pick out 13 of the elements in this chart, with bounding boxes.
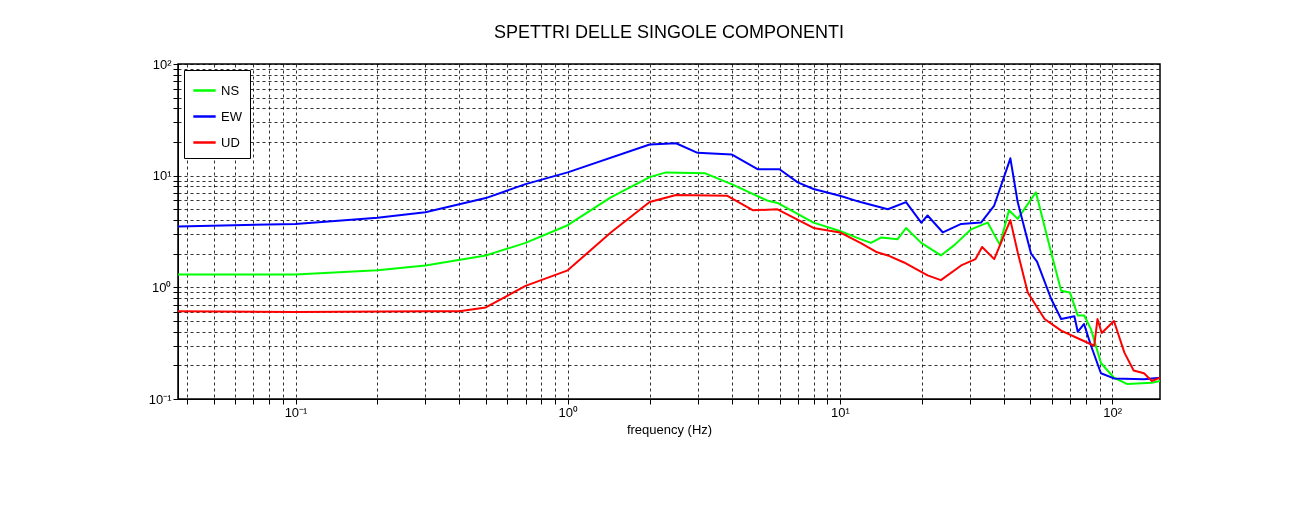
x-tick-label: 10⁻¹ — [284, 404, 309, 420]
x-tick-label: 10¹ — [830, 404, 851, 420]
y-tick-label: 10¹ — [152, 168, 173, 184]
legend-label: UD — [221, 134, 240, 150]
chart-title: SPETTRI DELLE SINGOLE COMPONENTI — [493, 22, 845, 42]
legend-label: EW — [221, 108, 243, 124]
y-tick-label: 10⁻¹ — [148, 391, 173, 407]
legend-label: NS — [221, 82, 240, 98]
x-tick-label: 10⁰ — [558, 404, 578, 420]
x-tick-label: 10² — [1103, 404, 1123, 420]
y-tick-label: 10⁰ — [152, 279, 172, 295]
y-tick-label: 10² — [152, 56, 173, 72]
x-axis-title: frequency (Hz) — [626, 421, 713, 437]
